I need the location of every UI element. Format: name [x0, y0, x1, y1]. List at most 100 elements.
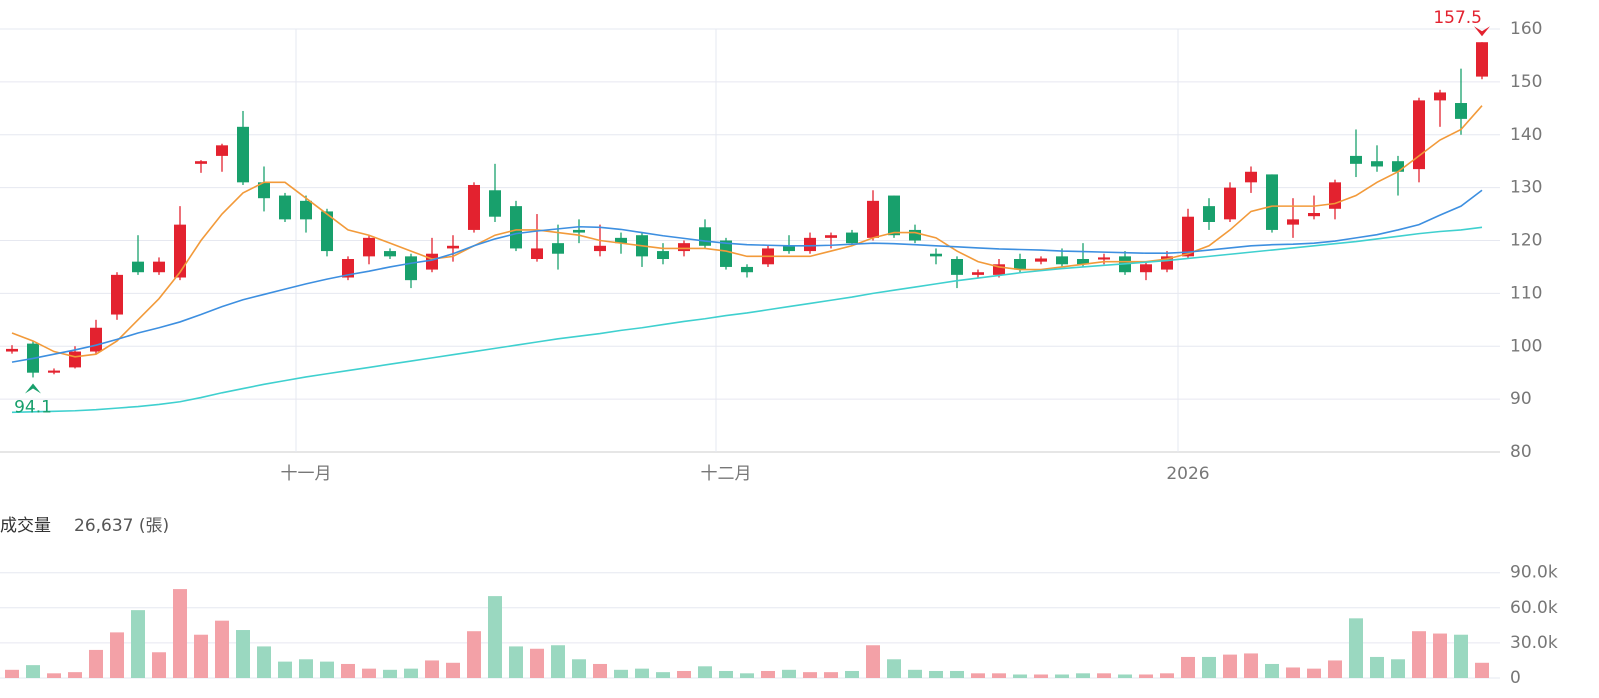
candle-body — [216, 145, 228, 156]
candle-body — [90, 327, 102, 352]
ma-line — [11, 105, 1483, 358]
volume-bar — [1349, 618, 1363, 678]
candle-body — [405, 256, 417, 281]
volume-bar — [47, 673, 61, 678]
volume-bar — [530, 648, 544, 678]
candle-body — [1266, 174, 1278, 230]
volume-bar — [677, 670, 691, 678]
volume-bar — [824, 672, 838, 678]
candle-body — [153, 261, 165, 273]
volume-bar — [341, 663, 355, 678]
volume-bar — [1055, 674, 1069, 678]
candle-body — [1056, 256, 1068, 265]
volume-bar — [446, 662, 460, 678]
volume-bar — [950, 670, 964, 678]
volume-bar — [761, 670, 775, 678]
volume-bar — [194, 634, 208, 678]
volume-bar — [299, 659, 313, 678]
candle-body — [426, 253, 438, 270]
volume-bar — [929, 670, 943, 678]
volume-bar — [257, 646, 271, 678]
candle-body — [1245, 171, 1257, 183]
min-label: 94.1 — [14, 397, 52, 417]
volume-bar — [1412, 631, 1426, 678]
volume-bar — [1223, 654, 1237, 678]
volume-bar — [236, 630, 250, 678]
volume-bar — [782, 669, 796, 678]
candle-body — [951, 259, 963, 275]
volume-bar — [1391, 659, 1405, 678]
candle-body — [1455, 103, 1467, 119]
volume-bar — [1076, 673, 1090, 678]
candle-body — [783, 245, 795, 252]
volume-bar — [719, 670, 733, 678]
y-tick-label: 140 — [1510, 125, 1542, 145]
volume-bar — [803, 672, 817, 678]
volume-bar — [404, 668, 418, 678]
candle-body — [1392, 161, 1404, 172]
candle-body — [657, 251, 669, 260]
candle-body — [174, 224, 186, 278]
candle-body — [384, 251, 396, 257]
volume-bar — [173, 589, 187, 678]
volume-bar — [1160, 673, 1174, 678]
candle-body — [132, 261, 144, 273]
candle-body — [1350, 155, 1362, 164]
candle-body — [867, 200, 879, 238]
volume-bar — [1244, 653, 1258, 678]
volume-bar — [1475, 662, 1489, 678]
y-tick-label: 30.0k — [1510, 633, 1558, 653]
volume-bar — [1202, 656, 1216, 678]
y-tick-label: 90 — [1510, 389, 1532, 409]
candle-body — [48, 370, 60, 373]
y-tick-label: 110 — [1510, 283, 1542, 303]
max-label: 157.5 — [1433, 8, 1482, 28]
candle-body — [1035, 258, 1047, 262]
volume-subtitle: 26,637 (張) — [74, 516, 169, 536]
x-tick-label: 2026 — [1166, 464, 1209, 484]
y-tick-label: 100 — [1510, 336, 1542, 356]
candle-body — [846, 232, 858, 244]
candle-body — [594, 245, 606, 252]
y-tick-label: 150 — [1510, 72, 1542, 92]
candle-body — [237, 126, 249, 183]
volume-bar — [1034, 674, 1048, 678]
candle-body — [1224, 187, 1236, 220]
candle-body — [279, 195, 291, 220]
candle-body — [1371, 161, 1383, 167]
volume-bar — [278, 661, 292, 678]
candle-body — [615, 237, 627, 244]
candle-body — [804, 237, 816, 252]
volume-bar — [1286, 667, 1300, 678]
ma-line — [11, 226, 1483, 414]
y-tick-label: 90.0k — [1510, 563, 1558, 583]
candle-body — [909, 229, 921, 241]
volume-bar — [362, 668, 376, 678]
volume-bar — [467, 631, 481, 678]
volume-bar — [152, 652, 166, 678]
candle-body — [111, 274, 123, 315]
candle-body — [300, 200, 312, 220]
candle-body — [321, 211, 333, 252]
y-tick-label: 160 — [1510, 19, 1542, 39]
candle-body — [195, 161, 207, 164]
max-marker — [1474, 26, 1490, 37]
volume-bar — [992, 673, 1006, 678]
volume-bar — [110, 632, 124, 678]
volume-bar — [635, 668, 649, 678]
candle-body — [1287, 219, 1299, 225]
y-tick-label: 130 — [1510, 178, 1542, 198]
volume-bar — [488, 596, 502, 678]
candle-body — [1413, 100, 1425, 170]
candle-body — [1182, 216, 1194, 257]
candle-body — [258, 182, 270, 199]
candle-body — [489, 190, 501, 217]
volume-bar — [383, 669, 397, 678]
volume-bar — [68, 672, 82, 678]
volume-bar — [1307, 668, 1321, 678]
volume-bar — [26, 665, 40, 678]
y-tick-label: 80 — [1510, 442, 1532, 462]
candle-body — [69, 351, 81, 368]
volume-bar — [89, 649, 103, 678]
